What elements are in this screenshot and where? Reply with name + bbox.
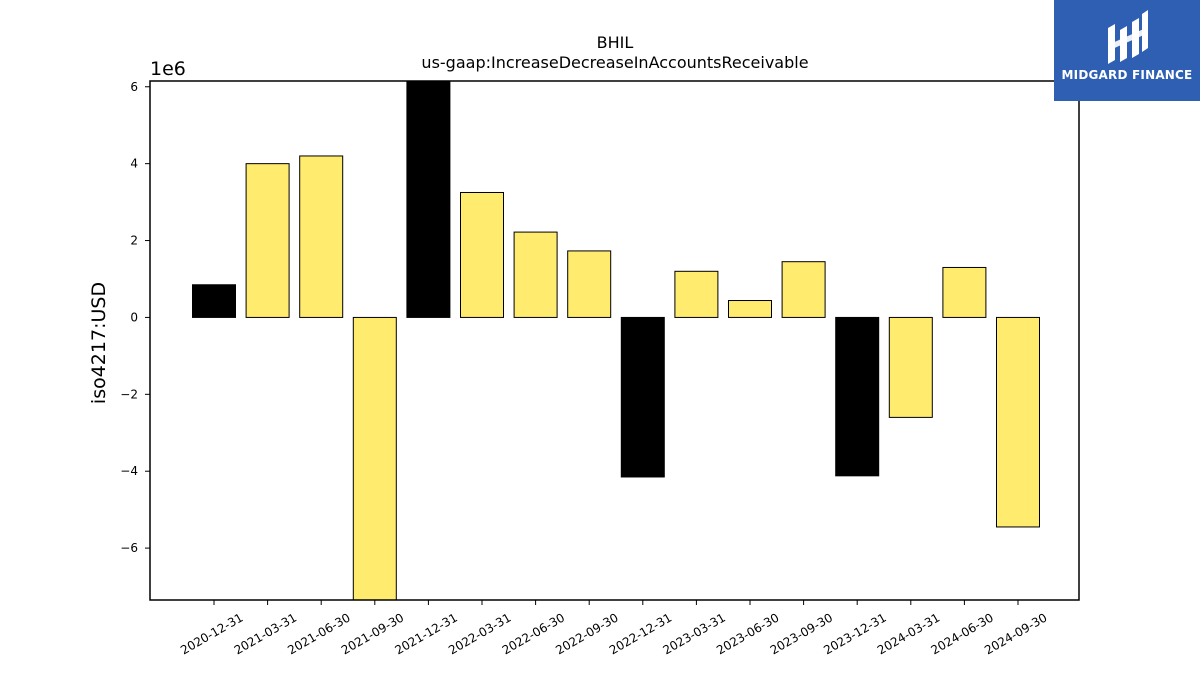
bar-2021-09-30 — [352, 316, 397, 600]
bar-2023-12-31 — [835, 316, 880, 477]
bar-2023-09-30 — [781, 261, 826, 318]
bars-group — [192, 81, 1040, 600]
y-tick-label: 0 — [130, 310, 138, 324]
midgard-logo-icon — [1108, 10, 1148, 64]
chart-subtitle: us-gaap:IncreaseDecreaseInAccountsReceiv… — [421, 53, 808, 72]
y-tick-label: 6 — [130, 80, 138, 94]
y-tick-label: −4 — [120, 464, 138, 478]
y-tick-label: 4 — [130, 157, 138, 171]
plot-area-frame — [149, 80, 1080, 601]
midgard-finance-logo: MIDGARD FINANCE — [1054, 0, 1200, 101]
bar-2022-12-31 — [620, 316, 665, 478]
chart-title: BHIL — [597, 33, 634, 52]
y-axis-label: iso4217:USD — [88, 282, 110, 404]
y-tick-label: 2 — [130, 234, 138, 248]
y-tick-label: −6 — [120, 541, 138, 555]
bar-2020-12-31 — [192, 284, 236, 318]
y-tick-label: −2 — [120, 387, 138, 401]
bar-2021-12-31 — [406, 81, 451, 318]
bar-2024-06-30 — [942, 266, 987, 318]
bar-2022-03-31 — [460, 191, 504, 318]
bar-2023-06-30 — [728, 300, 772, 318]
y-axis-ticks: 6 4 2 0 −2 −4 −6 — [120, 80, 150, 555]
logo-text: MIDGARD FINANCE — [1061, 68, 1193, 82]
bar-2023-03-31 — [674, 270, 719, 318]
bar-2022-09-30 — [567, 250, 612, 318]
x-axis-ticks: 2020-12-312021-03-312021-06-302021-09-30… — [178, 600, 1050, 657]
bar-2021-03-31 — [245, 163, 290, 318]
bar-2021-06-30 — [299, 155, 344, 318]
bar-2024-03-31 — [888, 316, 933, 418]
bar-2024-09-30 — [996, 316, 1040, 528]
bar-2022-06-30 — [513, 231, 558, 318]
y-offset-text: 1e6 — [150, 58, 186, 80]
